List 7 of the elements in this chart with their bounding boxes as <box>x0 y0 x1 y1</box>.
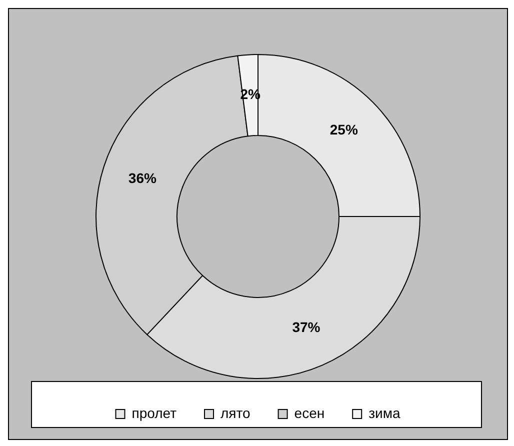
data-label: 37% <box>292 318 321 335</box>
data-label: 25% <box>330 121 358 138</box>
legend-label: лято <box>220 404 251 421</box>
legend-label: зима <box>368 404 400 421</box>
data-label: 36% <box>128 170 158 186</box>
legend-label: есен <box>294 404 325 421</box>
legend-label: пролет <box>132 404 178 421</box>
